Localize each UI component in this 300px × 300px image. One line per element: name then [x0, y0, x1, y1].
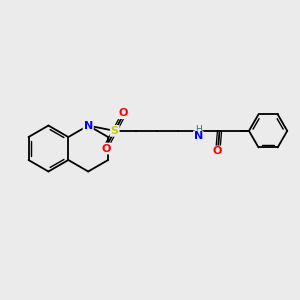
Text: N: N — [84, 121, 93, 130]
Text: S: S — [111, 126, 119, 136]
Text: H: H — [195, 125, 202, 134]
Text: O: O — [102, 143, 111, 154]
Text: N: N — [194, 131, 203, 141]
Text: O: O — [118, 108, 128, 118]
Text: O: O — [213, 146, 222, 157]
